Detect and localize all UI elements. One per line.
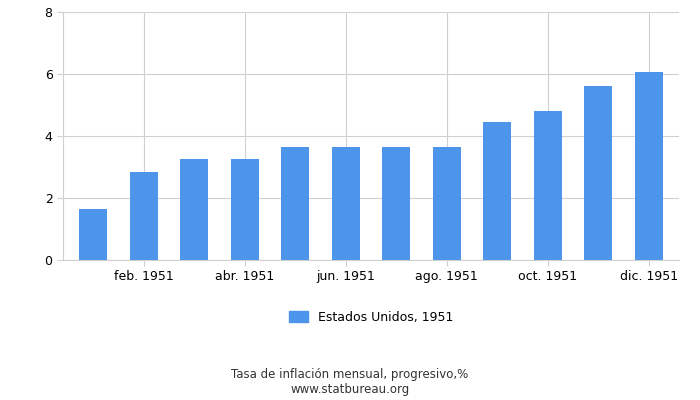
Bar — [483, 122, 511, 260]
Bar — [534, 111, 561, 260]
Bar — [584, 86, 612, 260]
Bar — [433, 147, 461, 260]
Bar — [130, 172, 158, 260]
Bar — [332, 147, 360, 260]
Bar — [281, 147, 309, 260]
Legend: Estados Unidos, 1951: Estados Unidos, 1951 — [289, 311, 453, 324]
Text: www.statbureau.org: www.statbureau.org — [290, 383, 410, 396]
Text: Tasa de inflación mensual, progresivo,%: Tasa de inflación mensual, progresivo,% — [232, 368, 468, 381]
Bar — [382, 147, 410, 260]
Bar — [181, 159, 208, 260]
Bar — [231, 159, 259, 260]
Bar — [79, 209, 107, 260]
Bar — [635, 72, 663, 260]
